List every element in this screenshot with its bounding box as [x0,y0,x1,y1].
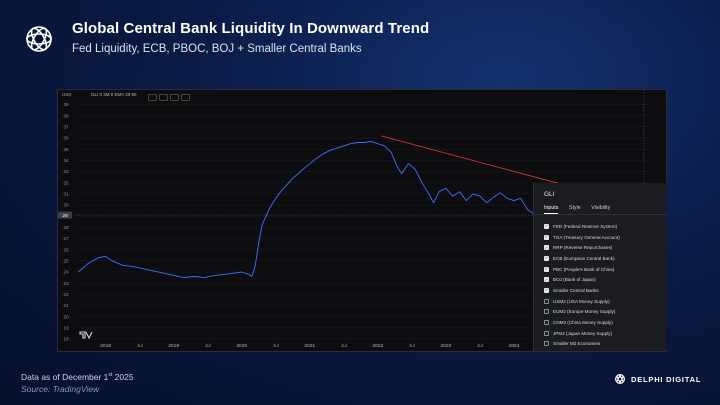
panel-tabs: Inputs Style Visibility [544,205,619,214]
x-tick-label: Jul [273,343,279,349]
x-tick-label: Jul [409,343,415,349]
y-tick-label: 27 [63,236,69,242]
x-tick-label: 2018 [100,343,111,349]
y-tick-label: 34 [63,158,69,164]
input-item-label: ECB (European Central Bank) [553,255,615,261]
checkbox-checked-icon[interactable]: ✓ [544,223,549,229]
data-source: Source: TradingView [21,384,100,394]
x-tick-label: 2022 [372,343,383,349]
x-tick-label: 2023 [441,343,452,349]
input-item-label: BOJ (Bank of Japan) [553,277,596,283]
input-list: ✓ FED (Federal Reserve System) ✓ TGA (Treas… [544,221,620,349]
indicator-settings-panel: GLI Inputs Style Visibility ✓ FED (Federa… [533,183,667,351]
y-tick-label: 23 [63,281,69,287]
input-item-label: PBC (People's Bank of China) [553,266,615,272]
checkbox-unchecked-icon[interactable] [544,320,549,326]
input-item[interactable]: USM2 (USA Money Supply) [544,296,620,307]
input-item[interactable]: ✓ PBC (People's Bank of China) [544,264,620,275]
input-item[interactable]: ✓ TGA (Treasury General Account) [544,232,620,243]
data-date: Data as of December 1st 2025 [21,372,134,382]
input-item-label: FED (Federal Reserve System) [553,223,618,229]
x-tick-label: 2024 [509,343,520,349]
y-tick-label: 38 [63,113,69,119]
y-tick-label: 22 [63,292,69,298]
input-item[interactable]: CNM2 (China Money Supply) [544,317,620,328]
y-tick-label: 18 [63,337,69,343]
tradingview-logo-icon [79,331,93,340]
input-item-label: USM2 (USA Money Supply) [553,298,610,304]
x-tick-label: 2020 [236,343,247,349]
input-item-label: JPM2 (Japan Money Supply) [553,330,612,336]
panel-title: GLI [544,191,555,198]
y-tick-label: 28 [63,225,69,231]
input-item-label: Smaller Central Banks [553,287,599,293]
checkbox-checked-icon[interactable]: ✓ [544,266,549,272]
y-tick-label: 32 [63,180,69,186]
y-tick-label: 30 [63,203,69,209]
tab-style[interactable]: Style [568,205,581,211]
delphi-digital-logo-icon [615,374,625,384]
input-item[interactable]: ✓ RRP (Reverse Repurchases) [544,242,620,253]
checkbox-checked-icon[interactable]: ✓ [544,255,549,261]
input-item[interactable]: JPM2 (Japan Money Supply) [544,328,620,339]
y-tick-label: 37 [63,125,69,131]
last-value-box [58,211,72,219]
y-tick-label: 35 [63,147,69,153]
input-item[interactable]: Smaller M2 Economies [544,339,620,350]
input-item-label: EUM2 (Europe Money Supply) [553,309,616,315]
y-tick-label: 31 [63,191,69,197]
input-item-label: TGA (Treasury General Account) [553,234,620,240]
y-tick-label: 20 [63,314,69,320]
checkbox-checked-icon[interactable]: ✓ [544,276,549,283]
x-tick-label: Jul [137,343,143,349]
checkbox-unchecked-icon[interactable] [544,330,549,336]
input-item[interactable]: EUM2 (Europe Money Supply) [544,307,620,318]
panel-divider [534,214,667,215]
y-tick-label: 25 [63,258,69,264]
x-tick-label: 2019 [168,343,179,349]
tab-inputs[interactable]: Inputs [544,205,559,214]
y-tick-label: 26 [63,247,69,253]
tab-visibility[interactable]: Visibility [591,205,611,211]
page-subtitle: Fed Liquidity, ECB, PBOC, BOJ + Smaller … [72,43,362,55]
last-value-label: 29 [62,213,68,219]
brand: DELPHI DIGITAL [614,373,701,385]
input-item[interactable]: ✓ Smaller Central Banks [544,285,620,296]
x-tick-label: 2021 [304,343,315,349]
chart-toolbar: USD GLI 0 3M 0 EMA 20 50 [58,90,666,101]
checkbox-unchecked-icon[interactable] [544,341,549,347]
brand-name: DELPHI DIGITAL [631,374,702,384]
input-item-label: CNM2 (China Money Supply) [553,320,613,326]
study-label: GLI 0 3M 0 EMA 20 50 [91,92,137,97]
y-tick-label: 21 [63,303,69,309]
x-tick-label: Jul [477,343,483,349]
currency-label[interactable]: USD [62,92,72,97]
checkbox-checked-icon[interactable]: ✓ [544,287,549,293]
delphi-logo-icon [26,26,52,52]
y-tick-label: 19 [63,325,69,331]
checkbox-unchecked-icon[interactable] [544,298,549,304]
input-item[interactable]: ✓ BOJ (Bank of Japan) [544,274,620,285]
input-item-label: Smaller M2 Economies [553,341,601,347]
x-tick-label: Jul [205,343,211,349]
y-tick-label: 36 [63,136,69,142]
input-item[interactable]: ✓ FED (Federal Reserve System) [544,221,620,232]
input-item[interactable]: ✓ ECB (European Central Bank) [544,253,620,264]
input-item-label: RRP (Reverse Repurchases) [553,245,613,251]
x-tick-label: Jul [341,343,347,349]
checkbox-checked-icon[interactable]: ✓ [544,244,549,251]
checkbox-checked-icon[interactable]: ✓ [544,234,549,240]
y-tick-label: 39 [63,102,69,108]
y-tick-label: 33 [63,169,69,175]
page-title: Global Central Bank Liquidity In Downwar… [72,20,430,37]
checkbox-unchecked-icon[interactable] [544,309,549,315]
y-tick-label: 24 [63,270,69,276]
